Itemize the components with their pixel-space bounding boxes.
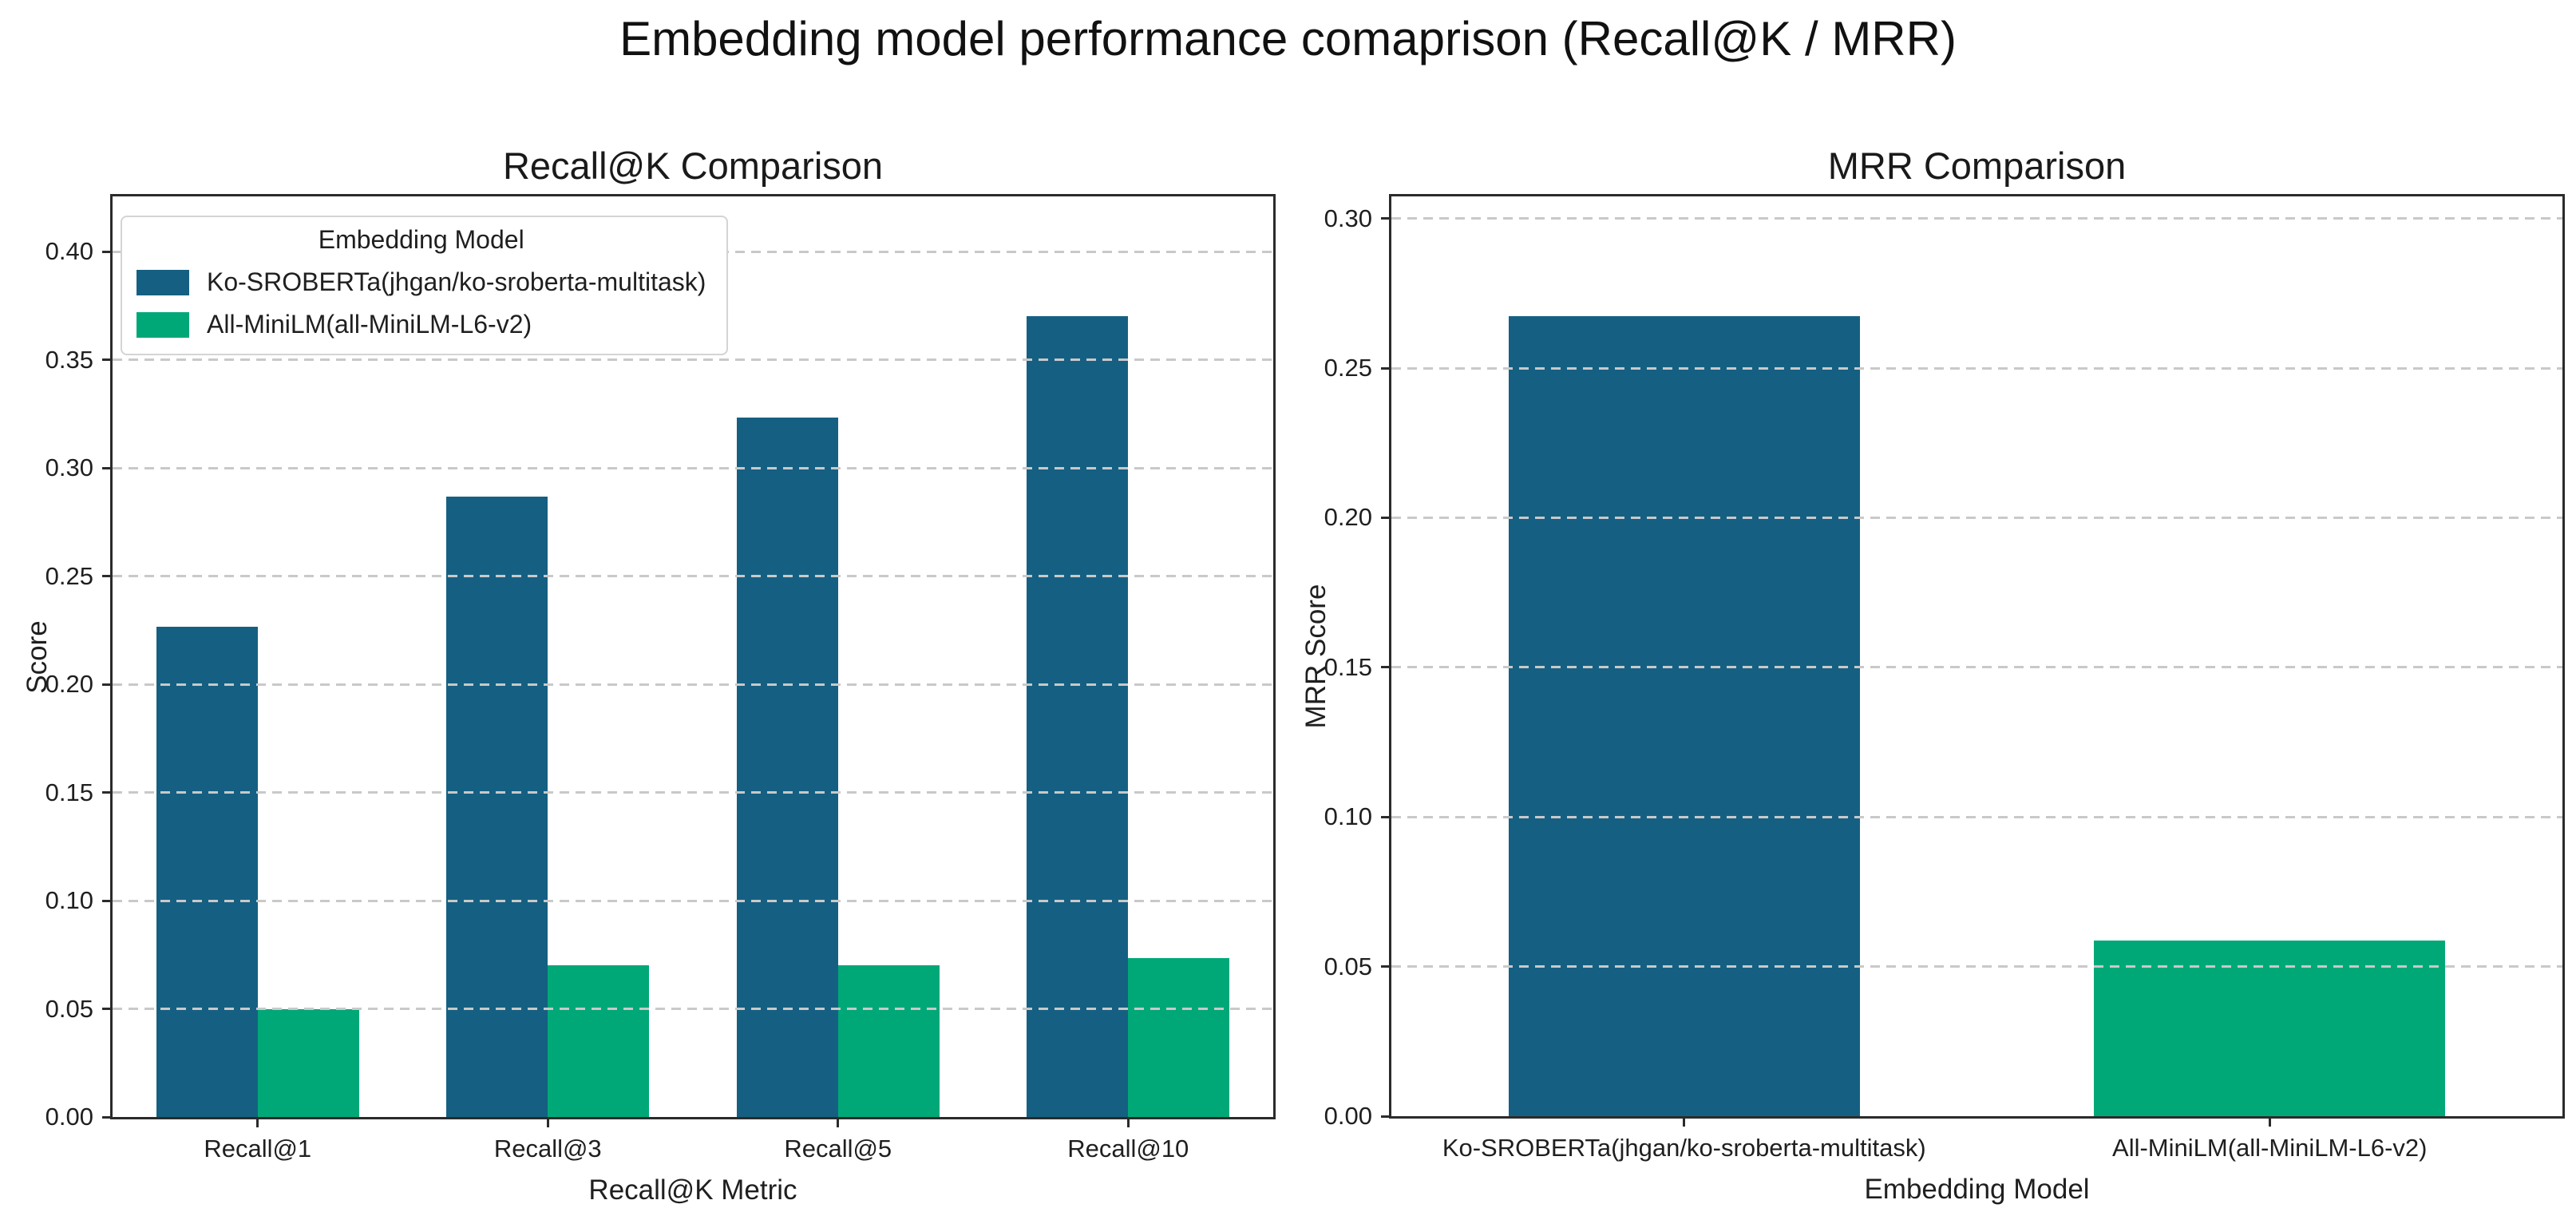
legend: Embedding Model Ko-SROBERTa(jhgan/ko-sro… bbox=[121, 216, 729, 355]
recall-k-chart: Recall@K Comparison Score Recall@K Metri… bbox=[22, 145, 1276, 1206]
y-tick-mark bbox=[102, 358, 113, 362]
y-tick-mark bbox=[102, 250, 113, 253]
y-tick-mark bbox=[102, 1008, 113, 1010]
recall-k-x-axis-label: Recall@K Metric bbox=[588, 1174, 797, 1206]
y-tick-label: 0.20 bbox=[1324, 503, 1372, 532]
bar bbox=[446, 497, 548, 1117]
y-tick-label: 0.15 bbox=[45, 778, 93, 806]
y-tick-mark bbox=[102, 466, 113, 469]
y-tick-label: 0.00 bbox=[1324, 1102, 1372, 1130]
x-tick-mark bbox=[256, 1117, 259, 1127]
x-tick-mark bbox=[1126, 1117, 1130, 1127]
y-tick-label: 0.20 bbox=[45, 670, 93, 699]
y-tick-mark bbox=[1381, 965, 1391, 968]
mrr-x-axis-label: Embedding Model bbox=[1864, 1174, 2090, 1205]
legend-swatch-ko-sroberta bbox=[137, 269, 189, 295]
x-tick-label: All-MiniLM(all-MiniLM-L6-v2) bbox=[2112, 1134, 2428, 1162]
x-tick-mark bbox=[2268, 1116, 2271, 1127]
y-tick-mark bbox=[102, 899, 113, 902]
bar bbox=[156, 626, 258, 1117]
y-tick-mark bbox=[102, 1115, 113, 1119]
x-tick-mark bbox=[1683, 1116, 1686, 1127]
y-tick-mark bbox=[1381, 366, 1391, 370]
y-tick-label: 0.25 bbox=[1324, 354, 1372, 382]
y-tick-label: 0.00 bbox=[45, 1103, 93, 1131]
x-tick-label: Recall@5 bbox=[784, 1135, 892, 1162]
gridline bbox=[1391, 217, 2562, 220]
legend-swatch-all-minilm bbox=[137, 311, 189, 338]
y-tick-label: 0.30 bbox=[45, 453, 93, 482]
y-tick-mark bbox=[1381, 815, 1391, 818]
x-tick-label: Recall@1 bbox=[204, 1135, 312, 1162]
y-tick-label: 0.40 bbox=[45, 237, 93, 266]
bar bbox=[2094, 941, 2446, 1116]
y-tick-label: 0.10 bbox=[45, 886, 93, 915]
figure-title: Embedding model performance comaprison (… bbox=[619, 12, 1957, 65]
x-tick-label: Recall@10 bbox=[1067, 1135, 1189, 1162]
mrr-chart: MRR Comparison MRR Score Embedding Model… bbox=[1300, 145, 2565, 1205]
y-tick-label: 0.15 bbox=[1324, 652, 1372, 681]
legend-title: Embedding Model bbox=[318, 225, 524, 254]
x-tick-mark bbox=[546, 1117, 549, 1127]
y-tick-mark bbox=[1381, 217, 1391, 220]
y-tick-label: 0.35 bbox=[45, 345, 93, 374]
bar bbox=[1027, 316, 1129, 1117]
legend-row-ko-sroberta: Ko-SROBERTa(jhgan/ko-sroberta-multitask) bbox=[137, 267, 706, 297]
y-tick-mark bbox=[102, 575, 113, 578]
x-tick-label: Ko-SROBERTa(jhgan/ko-sroberta-multitask) bbox=[1442, 1134, 1926, 1162]
y-tick-label: 0.05 bbox=[45, 994, 93, 1023]
x-tick-label: Recall@3 bbox=[493, 1135, 602, 1162]
y-tick-mark bbox=[102, 791, 113, 794]
bar bbox=[1508, 316, 1860, 1116]
y-tick-mark bbox=[1381, 516, 1391, 519]
y-tick-label: 0.30 bbox=[1324, 204, 1372, 232]
bar bbox=[837, 965, 940, 1117]
y-tick-label: 0.05 bbox=[1324, 952, 1372, 980]
bar bbox=[257, 1008, 359, 1117]
bar bbox=[736, 417, 838, 1117]
x-tick-mark bbox=[837, 1117, 840, 1127]
y-tick-mark bbox=[1381, 666, 1391, 669]
y-tick-label: 0.10 bbox=[1324, 802, 1372, 831]
legend-label-ko-sroberta: Ko-SROBERTa(jhgan/ko-sroberta-multitask) bbox=[207, 267, 706, 296]
bar bbox=[548, 965, 650, 1117]
recall-k-chart-title: Recall@K Comparison bbox=[502, 145, 884, 187]
y-tick-label: 0.25 bbox=[45, 561, 93, 590]
legend-label-all-minilm: All-MiniLM(all-MiniLM-L6-v2) bbox=[207, 310, 532, 339]
bar bbox=[1128, 958, 1230, 1117]
legend-row-all-minilm: All-MiniLM(all-MiniLM-L6-v2) bbox=[137, 310, 706, 339]
y-tick-mark bbox=[102, 683, 113, 686]
y-tick-mark bbox=[1381, 1115, 1391, 1118]
mrr-chart-title: MRR Comparison bbox=[1827, 145, 2127, 187]
